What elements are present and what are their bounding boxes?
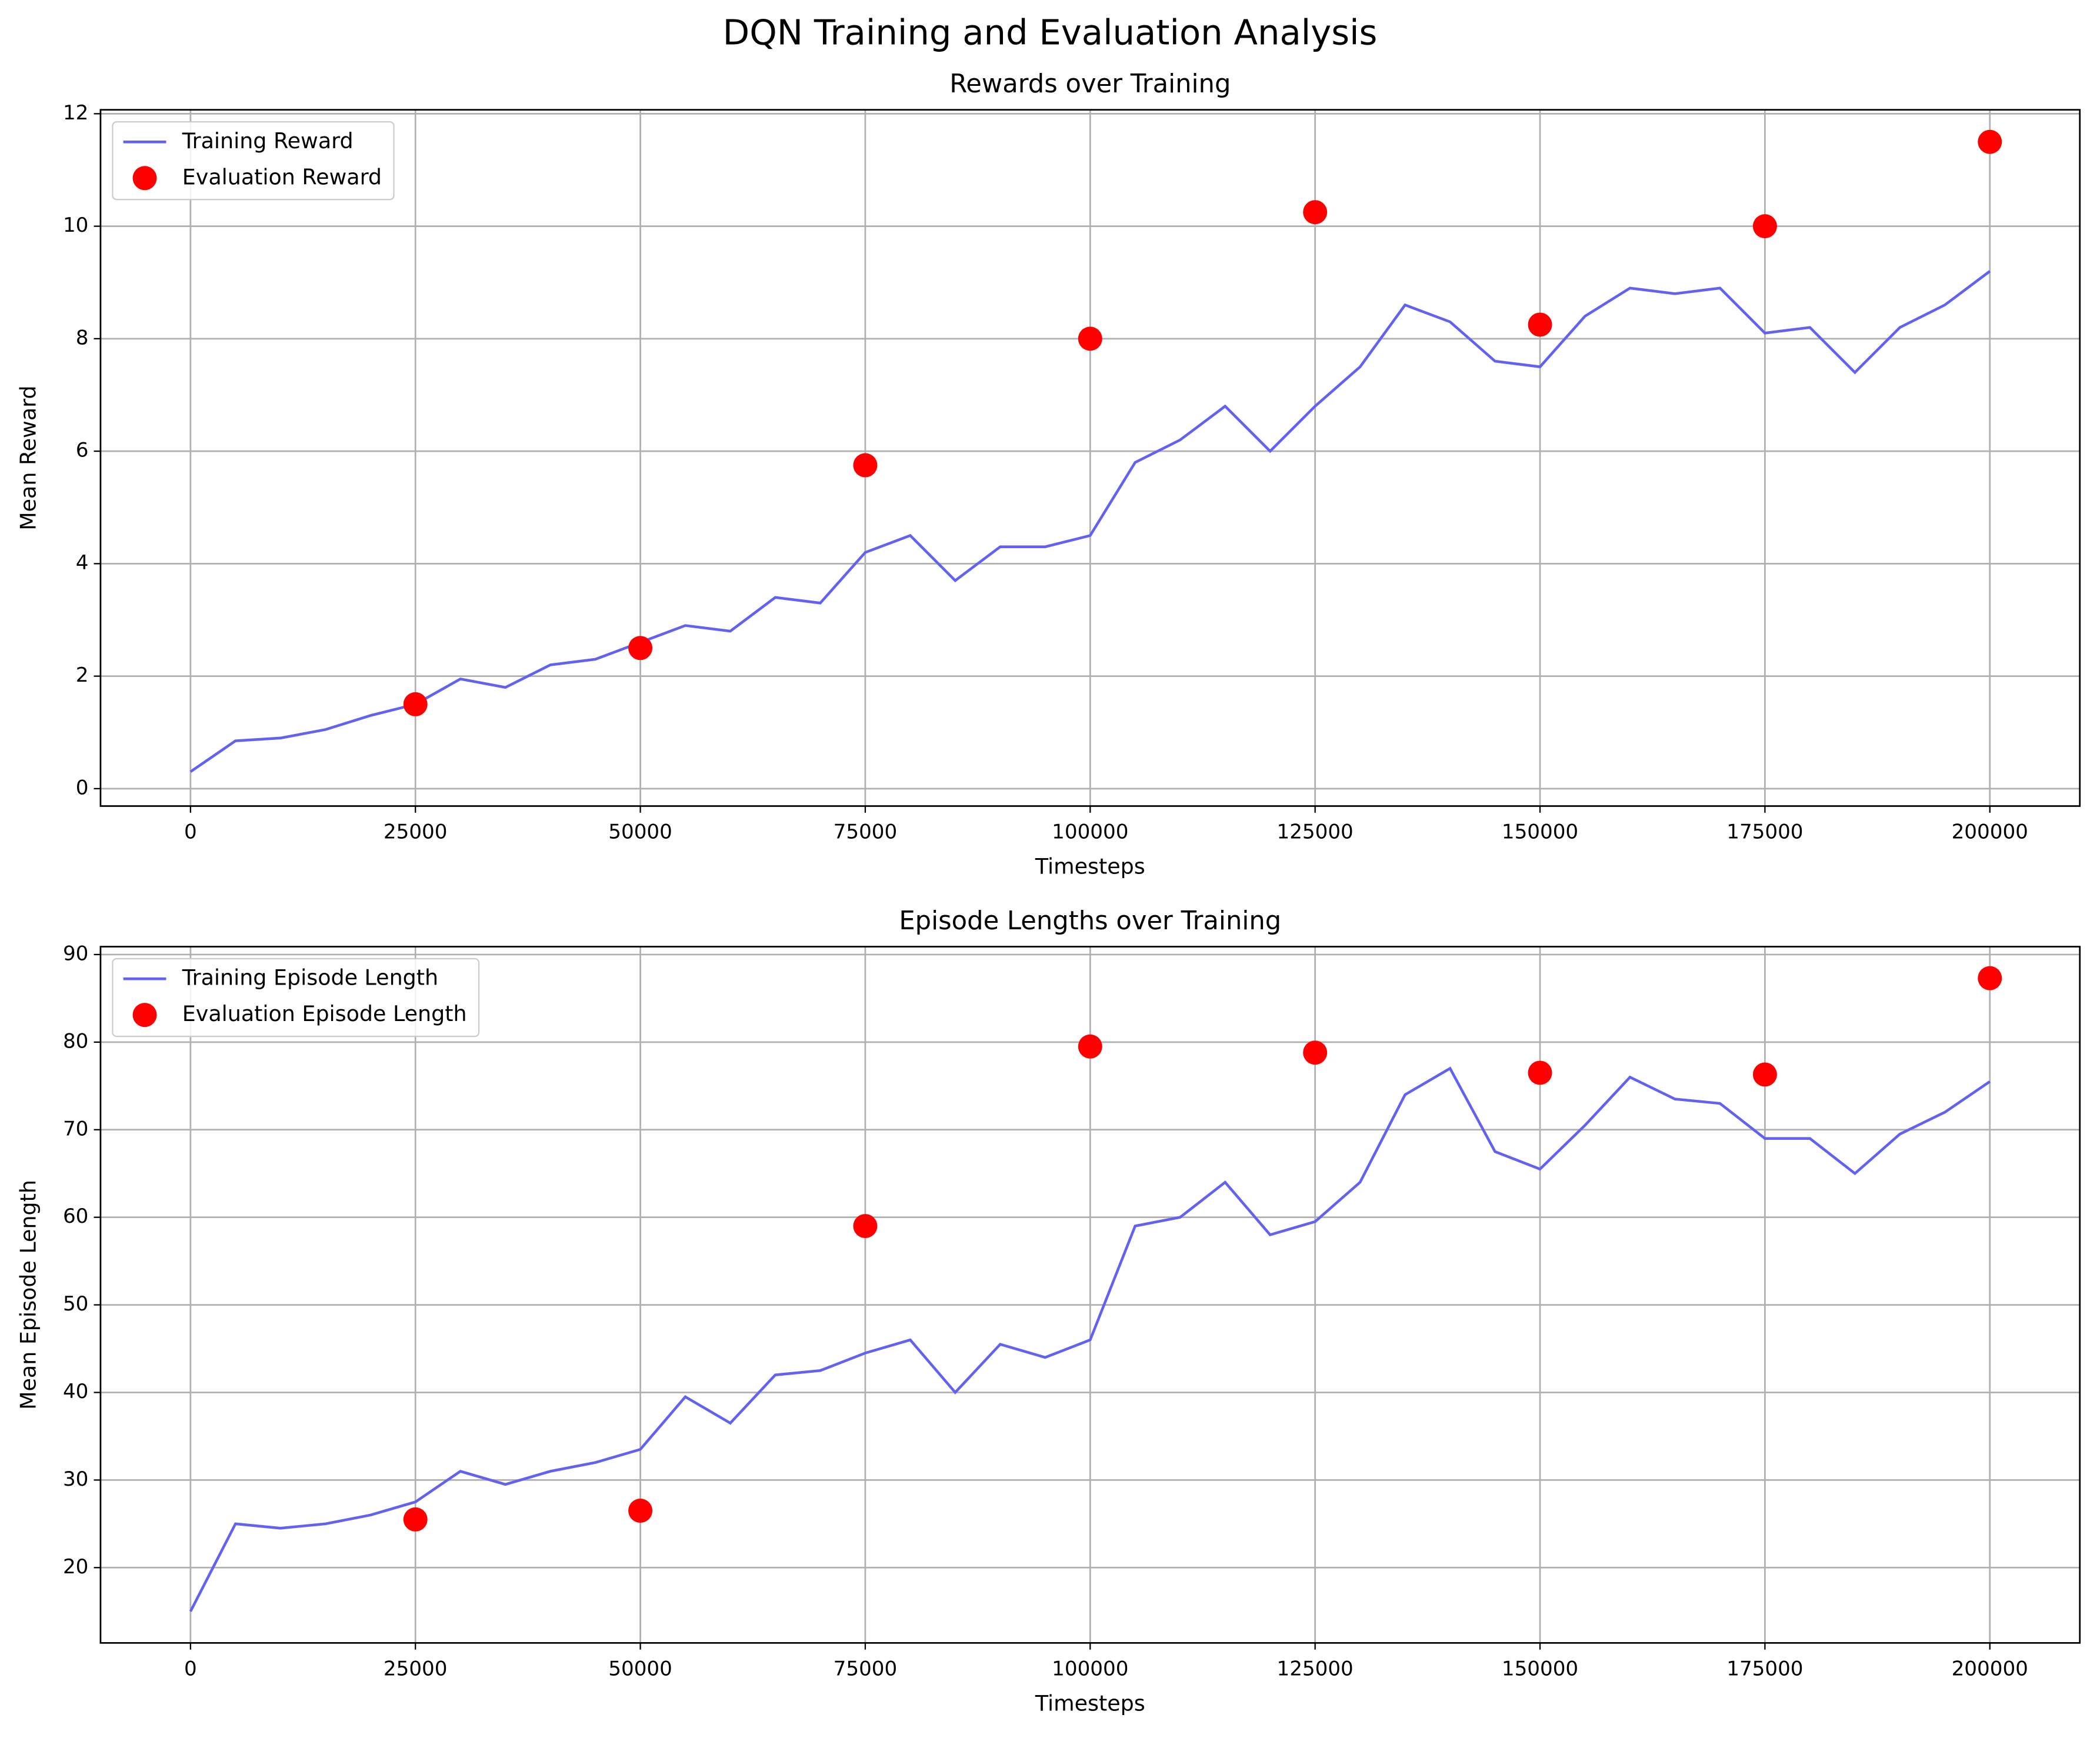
legend-frame [112,958,480,1038]
evaluation-point [1528,312,1552,337]
legend-frame [112,121,395,201]
subplot: Rewards over Training Timesteps Mean Rewar… [16,69,2081,879]
evaluation-point [1752,1062,1777,1087]
plot-frame [99,109,2081,807]
y-tick-label: 12 [63,101,88,125]
y-tick-label: 0 [76,776,89,799]
x-tick-label: 75000 [834,1657,898,1680]
x-tick-label: 25000 [384,820,448,844]
x-tick-label: 100000 [1052,1657,1128,1680]
plot-frame [99,946,2081,1644]
y-tick-label: 60 [63,1205,88,1228]
evaluation-point [1978,966,2002,990]
x-tick-label: 125000 [1277,820,1354,844]
x-axis-label: Timesteps [1035,854,1145,879]
evaluation-point [403,692,428,716]
evaluation-point [853,1214,878,1239]
x-tick-label: 175000 [1726,1657,1803,1680]
y-tick-label: 50 [63,1292,88,1316]
legend: Training Reward Evaluation Reward [112,121,395,201]
evaluation-point [1528,1060,1552,1085]
x-tick-label: 200000 [1952,820,2028,844]
figure-title: DQN Training and Evaluation Analysis [723,12,1378,52]
y-tick-label: 70 [63,1117,88,1140]
legend-label: Training Reward [182,128,354,154]
legend: Training Episode Length Evaluation Episod… [112,958,480,1038]
y-tick-label: 8 [76,326,89,349]
subplot-title: Rewards over Training [949,69,1231,99]
evaluation-point [1078,1034,1102,1059]
legend-label: Evaluation Reward [182,164,382,189]
y-tick-label: 90 [63,942,88,965]
legend-label: Training Episode Length [182,965,438,990]
x-tick-label: 50000 [608,1657,672,1680]
legend-marker [132,166,157,191]
y-tick-label: 10 [63,214,88,237]
evaluation-point [1078,326,1102,351]
y-axis-label: Mean Episode Length [16,1180,41,1410]
legend-marker [132,1003,157,1028]
evaluation-point [403,1507,428,1532]
x-tick-label: 25000 [384,1657,448,1680]
y-tick-label: 4 [76,551,89,575]
evaluation-point [1978,129,2002,154]
subplot-title: Episode Lengths over Training [899,906,1281,936]
training-line [189,1066,1991,1612]
x-tick-label: 100000 [1052,820,1128,844]
x-tick-label: 0 [184,1657,197,1680]
x-tick-label: 125000 [1277,1657,1354,1680]
subplot: Episode Lengths over Training Timesteps Me… [16,906,2081,1716]
evaluation-point [1752,214,1777,239]
y-tick-label: 30 [63,1467,88,1491]
y-axis-label: Mean Reward [16,385,41,530]
x-tick-label: 0 [184,820,197,844]
evaluation-point [628,1499,653,1523]
evaluation-point [853,453,878,478]
x-tick-label: 150000 [1502,1657,1578,1680]
x-tick-label: 50000 [608,820,672,844]
evaluation-point [628,636,653,660]
evaluation-point [1303,200,1328,225]
training-line [189,270,1991,773]
x-axis-label: Timesteps [1035,1691,1145,1716]
y-tick-label: 40 [63,1380,88,1403]
x-tick-label: 150000 [1502,820,1578,844]
x-tick-label: 200000 [1952,1657,2028,1680]
x-tick-label: 175000 [1726,820,1803,844]
evaluation-point [1303,1040,1328,1065]
y-tick-label: 2 [76,663,89,687]
x-tick-label: 75000 [834,820,898,844]
y-tick-label: 6 [76,439,89,462]
y-tick-label: 20 [63,1555,88,1579]
y-tick-label: 80 [63,1029,88,1053]
legend-label: Evaluation Episode Length [182,1001,467,1026]
